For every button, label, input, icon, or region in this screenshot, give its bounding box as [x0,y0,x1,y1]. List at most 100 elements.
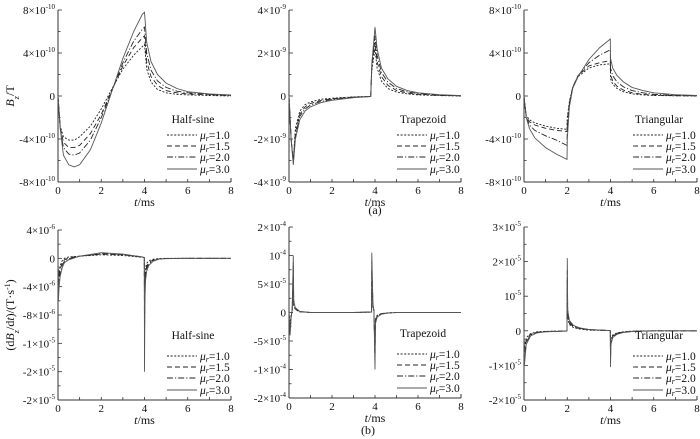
legend-label: μr=3.0 [199,164,230,177]
x-axis-label: t/ms [134,413,155,427]
y-tick-label: 8×10-10 [23,3,56,17]
legend-label: μr=3.0 [429,383,460,396]
tick-exponent: -5 [49,365,55,373]
tick-exponent: -10 [512,46,522,54]
legend-label: μr=1.0 [429,130,460,143]
y-tick-label: -4×10-6 [23,280,56,294]
label-segment: t [365,195,369,209]
x-tick-label: 4 [372,185,378,197]
y-tick-label: 8×10-10 [489,3,522,17]
legend-label: μr=1.5 [665,362,696,375]
label-segment: t [134,413,138,427]
tick-base: 4×10 [489,48,512,60]
legend-value: =2.0 [439,371,460,383]
tick-base: 8×10 [23,5,46,17]
x-tick-label: 0 [55,185,61,197]
legend-mu: μ [665,130,672,142]
legend-sub: r [206,134,210,143]
label-segment: /ms [138,195,156,209]
x-tick-label: 6 [185,403,191,415]
tick-base: -1×10 [23,338,50,350]
tick-exponent: -10 [512,3,522,11]
y-tick-label: 0 [516,326,522,338]
x-tick-label: 6 [651,185,657,197]
tick-base: 0 [281,308,287,320]
tick-exponent: -10 [46,175,56,183]
tick-base: 0 [50,91,56,103]
tick-base: 3×10 [492,222,515,234]
tick-exponent: -4 [280,363,286,371]
legend-label: μr=2.0 [429,152,460,165]
label-segment: /T [3,85,17,96]
tick-exponent: -6 [49,308,55,316]
legend-sub: r [672,355,676,364]
legend-label: μr=2.0 [199,373,230,386]
series-line-mu-3.0 [57,11,232,168]
label-segment: t [3,317,17,321]
legend-title: Triangular [635,114,683,126]
y-tick-label: -2×10-5 [23,365,56,379]
legend-mu: μ [429,152,436,164]
legend-sub: r [672,156,676,165]
tick-base: -1×10 [254,365,281,377]
series-line-mu-3.0 [288,27,462,165]
y-tick-label: 2×10-5 [492,255,521,269]
label-segment: /ms [368,411,386,425]
x-axis-label: t/ms [134,195,155,209]
legend-title: Trapezoid [400,328,446,340]
legend-label: μr=3.0 [665,385,696,398]
tick-base: 5×10 [257,279,280,291]
tick-exponent: -5 [515,358,521,366]
caption-b: (b) [361,423,375,437]
tick-exponent: -4 [280,391,286,399]
y-tick-label: -4×10-10 [19,132,55,146]
chart-panel: 0 2 4 6 84×10-92×10-90-2×10-9-4×10-9t/msTrap… [254,3,464,209]
legend-value: =2.0 [209,373,230,385]
legend-value: =1.5 [439,360,460,372]
tick-exponent: -4 [280,220,286,228]
y-axis-label: Bz/T [3,85,21,107]
y-tick-label: 10-4 [269,249,286,263]
label-segment: /ms [138,413,156,427]
tick-base: 4×10 [23,48,46,60]
series-line-mu-1.5 [523,59,698,132]
legend-label: μr=1.5 [199,141,230,154]
legend-label: μr=2.0 [665,373,696,386]
legend-sub: r [436,168,440,177]
legend-sub: r [672,377,676,386]
legend-label: μr=1.0 [665,130,696,143]
tick-exponent: -5 [49,336,55,344]
tick-base: -8×10 [19,177,46,189]
tick-exponent: -6 [49,280,55,288]
y-tick-label: 4×10-9 [257,3,286,17]
tick-base: 0 [516,91,522,103]
legend-sub: r [436,156,440,165]
label-segment: (d [3,341,17,351]
legend-label: μr=2.0 [429,371,460,384]
legend-mu: μ [665,362,672,374]
x-axis-label: t/ms [365,195,386,209]
tick-base: 4×10 [257,5,280,17]
chart-panel: 0 2 4 6 82×10-410-45×10-50-5×10-5-1×10-4-2×1… [254,220,464,425]
y-tick-label: 4×10-10 [23,46,56,60]
y-tick-label: 2×10-4 [257,220,286,234]
legend-sub: r [436,375,440,384]
y-tick-label: -4×10-10 [485,132,521,146]
legend-mu: μ [665,385,672,397]
label-segment: B [3,333,17,341]
label-segment: z [11,95,21,100]
y-tick-label: 4×10-6 [26,223,55,237]
y-tick-label: -1×10-5 [489,358,522,372]
y-tick-label: 0 [281,308,287,320]
tick-exponent: -5 [49,393,55,401]
y-tick-label: 4×10-10 [489,46,522,60]
legend-value: =2.0 [675,373,696,385]
legend-sub: r [206,355,210,364]
legend-mu: μ [665,164,672,176]
legend-value: =3.0 [209,385,230,397]
tick-exponent: -10 [46,132,56,140]
tick-base: 8×10 [489,5,512,17]
tick-base: 4×10 [26,225,49,237]
tick-base: -1×10 [489,360,516,372]
legend-label: μr=2.0 [665,152,696,165]
